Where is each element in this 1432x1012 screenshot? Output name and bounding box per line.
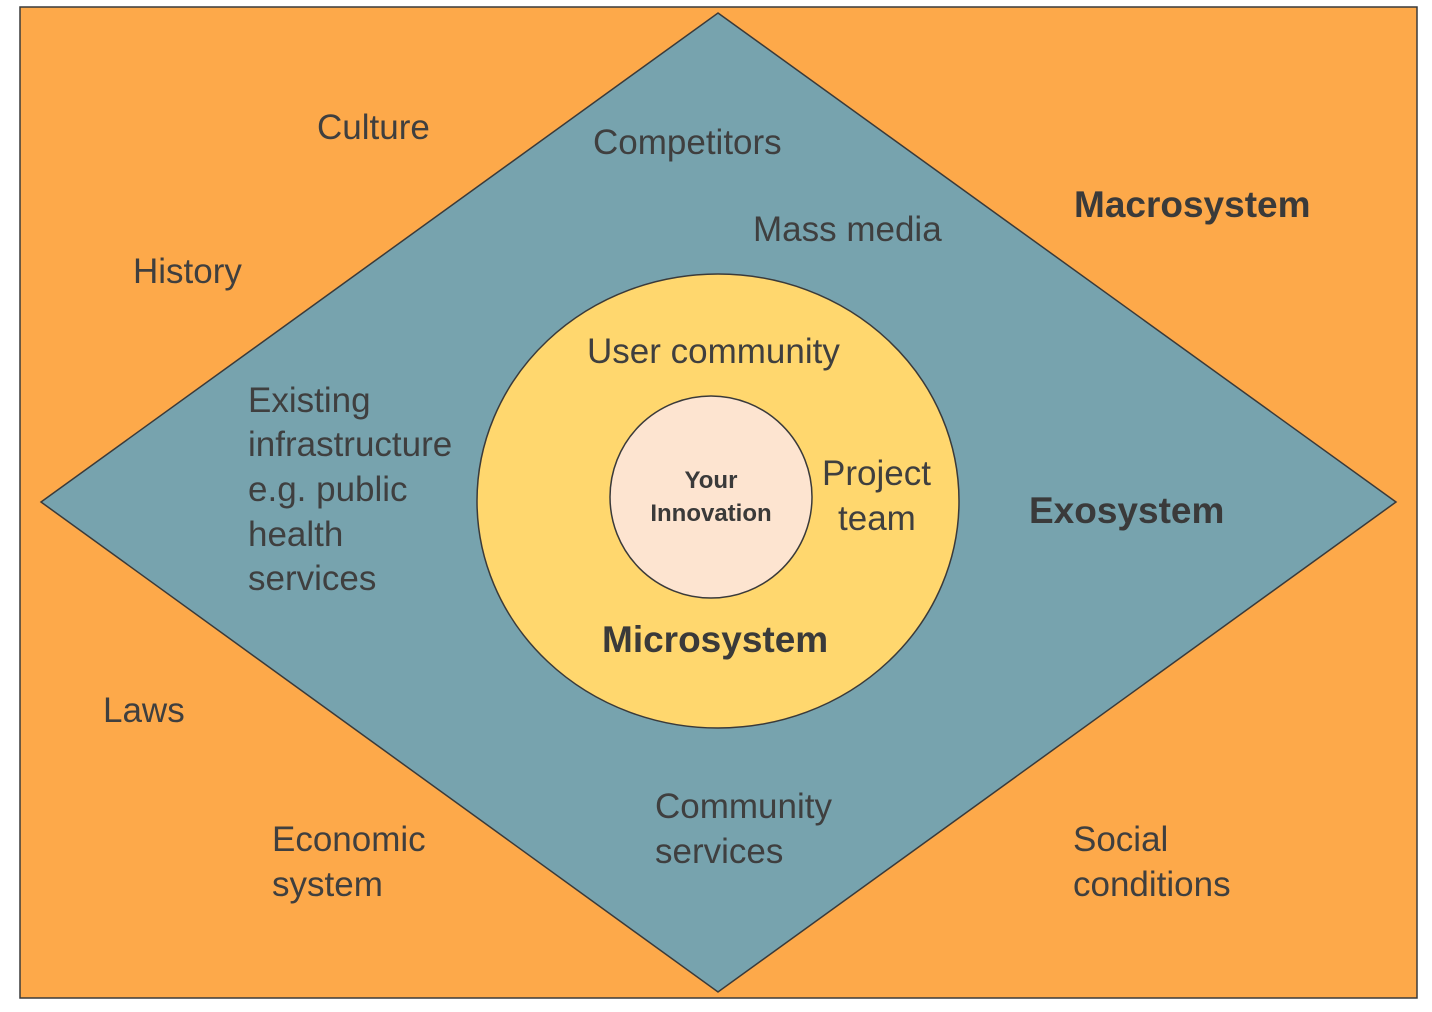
infrastructure-label-line5: services xyxy=(248,559,376,598)
core-label-line1: Your xyxy=(685,467,738,494)
community-services-label-line2: services xyxy=(655,832,783,871)
project-team-label-line2: team xyxy=(838,499,916,538)
economic-system-label-line2: system xyxy=(272,865,383,904)
social-conditions-label-line2: conditions xyxy=(1073,865,1231,904)
history-label: History xyxy=(133,252,242,291)
exosystem-title: Exosystem xyxy=(1029,490,1224,531)
infrastructure-label-line2: infrastructure xyxy=(248,425,452,464)
social-conditions-label-line1: Social xyxy=(1073,820,1168,859)
infrastructure-label-line4: health xyxy=(248,515,343,554)
laws-label: Laws xyxy=(103,691,185,730)
innovation-core-circle xyxy=(609,395,813,599)
infrastructure-label-line3: e.g. public xyxy=(248,470,408,509)
core-label-line2: Innovation xyxy=(650,500,771,527)
economic-system-label-line1: Economic xyxy=(272,820,426,859)
mass-media-label: Mass media xyxy=(753,210,942,249)
user-community-label: User community xyxy=(587,332,840,371)
infrastructure-label-line1: Existing xyxy=(248,381,371,420)
microsystem-title: Microsystem xyxy=(602,619,828,660)
macrosystem-title: Macrosystem xyxy=(1074,184,1311,225)
competitors-label: Competitors xyxy=(593,123,782,162)
community-services-label-line1: Community xyxy=(655,787,832,826)
culture-label: Culture xyxy=(317,108,430,147)
project-team-label-line1: Project xyxy=(822,454,931,493)
